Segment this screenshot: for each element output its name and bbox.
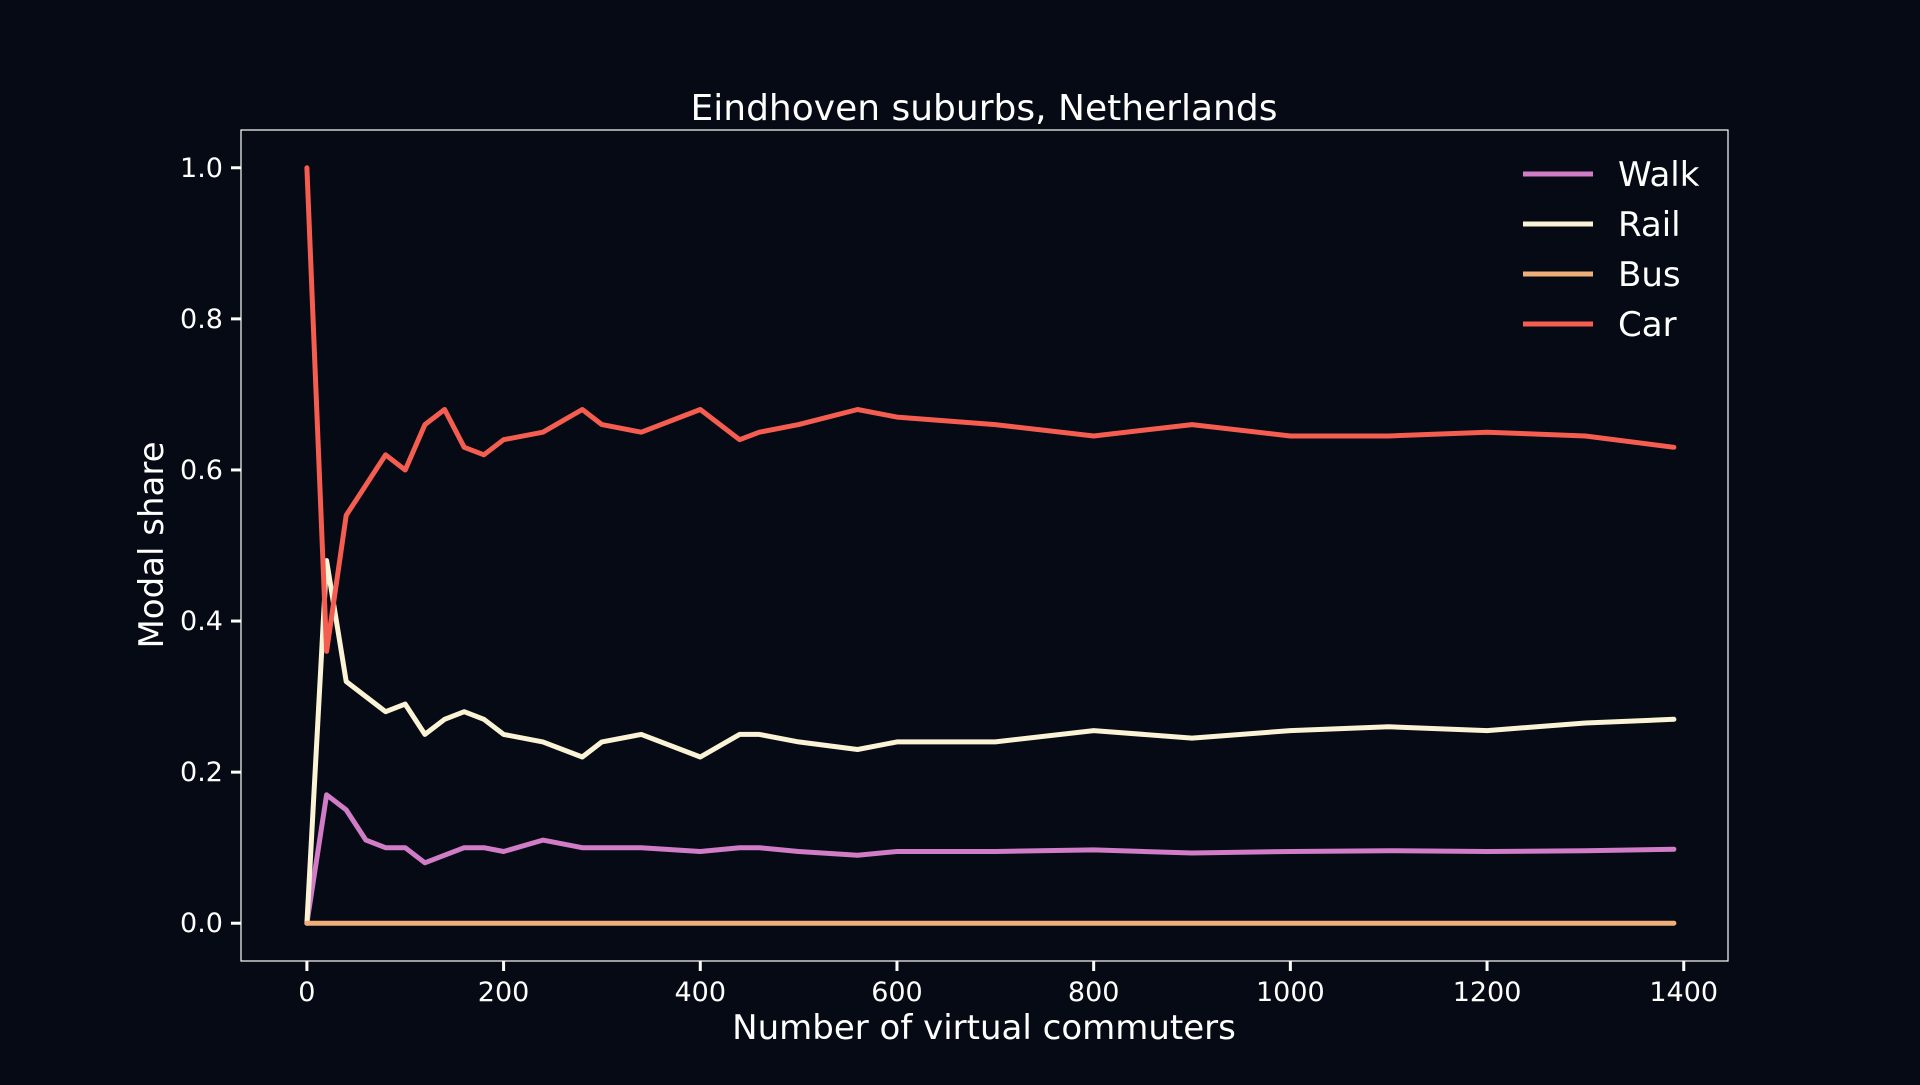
series-line-rail bbox=[304, 558, 1677, 926]
legend-label-car: Car bbox=[1618, 305, 1677, 345]
series-lines bbox=[304, 165, 1677, 926]
y-tick-label: 0.4 bbox=[180, 606, 223, 637]
x-tick-label: 1000 bbox=[1256, 977, 1325, 1008]
y-tick-label: 1.0 bbox=[180, 153, 223, 184]
y-axis-label: Modal share bbox=[132, 441, 172, 648]
x-tick-label: 200 bbox=[478, 977, 530, 1008]
y-tick-label: 0.6 bbox=[180, 455, 223, 486]
legend-label-bus: Bus bbox=[1618, 255, 1681, 295]
legend-label-walk: Walk bbox=[1618, 155, 1700, 195]
series-line-walk bbox=[304, 792, 1677, 926]
legend: Walk Rail Bus Car bbox=[1523, 155, 1700, 345]
plot-frame bbox=[240, 129, 1729, 962]
legend-label-rail: Rail bbox=[1618, 205, 1681, 245]
series-line-car bbox=[304, 165, 1677, 654]
x-tick-label: 0 bbox=[298, 977, 315, 1008]
x-tick-label: 1200 bbox=[1453, 977, 1522, 1008]
y-tick-label: 0.0 bbox=[180, 908, 223, 939]
x-tick-label: 600 bbox=[871, 977, 923, 1008]
x-tick-label: 400 bbox=[675, 977, 727, 1008]
axis-ticks: 0 200 400 600 800 1000 1200 1400 0.0 0.2 0.4 0.6 0.8… bbox=[180, 153, 1718, 1008]
x-tick-label: 800 bbox=[1068, 977, 1120, 1008]
chart-title: Eindhoven suburbs, Netherlands bbox=[691, 88, 1278, 129]
y-tick-label: 0.8 bbox=[180, 304, 223, 335]
y-tick-label: 0.2 bbox=[180, 757, 223, 788]
x-tick-label: 1400 bbox=[1649, 977, 1718, 1008]
x-axis-label: Number of virtual commuters bbox=[732, 1008, 1236, 1048]
